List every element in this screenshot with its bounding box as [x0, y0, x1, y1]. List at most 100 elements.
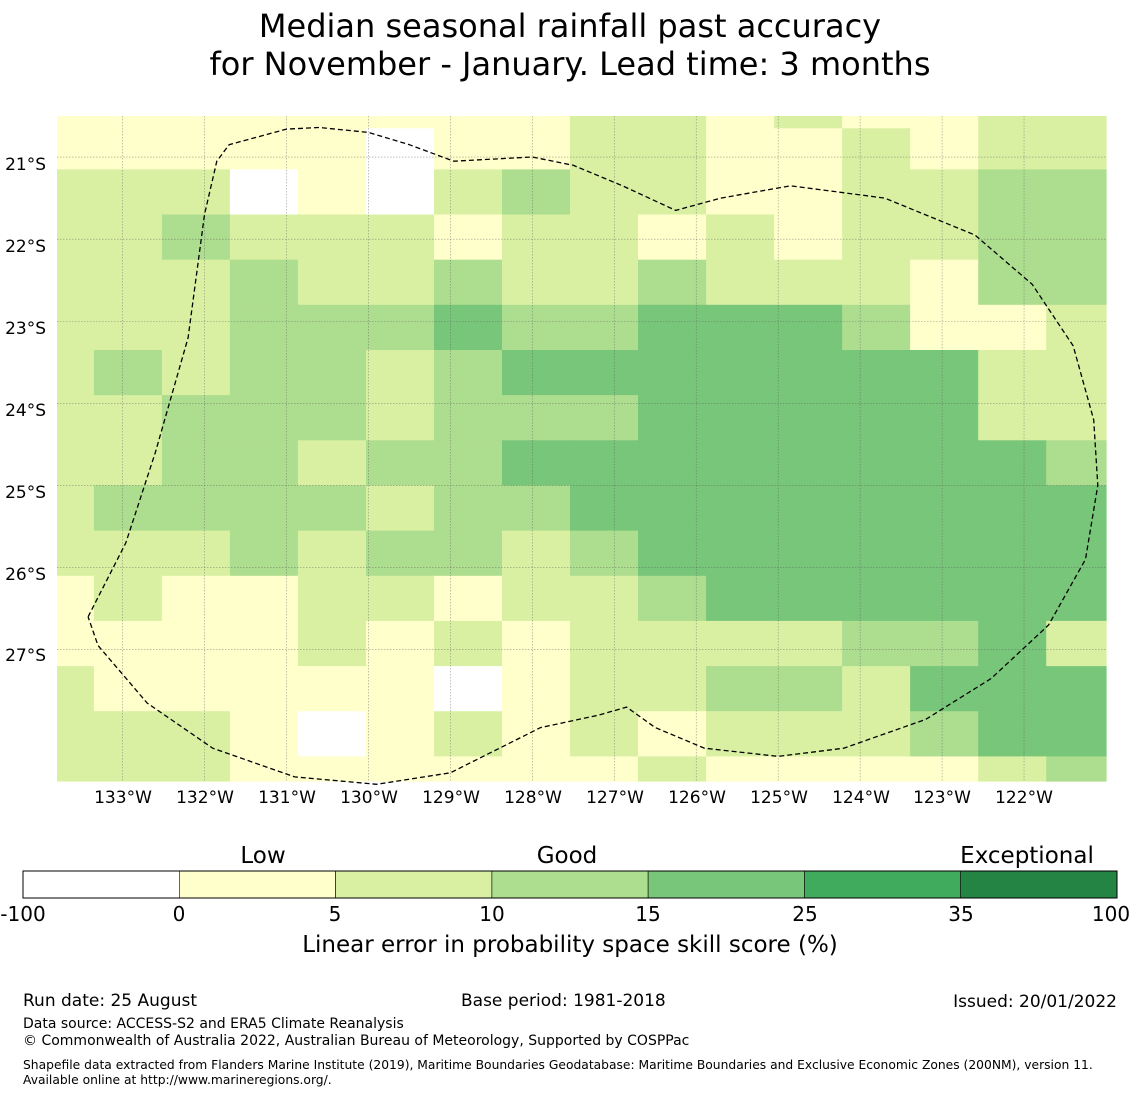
skill-cell: [1046, 128, 1107, 170]
skill-cell: [434, 530, 503, 577]
skill-cell: [161, 666, 231, 712]
skill-cell: [570, 259, 639, 306]
skill-cell: [57, 259, 95, 306]
skill-cell: [570, 440, 639, 487]
skill-cell: [638, 756, 707, 782]
skill-cell: [93, 350, 163, 396]
skill-cell: [366, 485, 435, 532]
skill-cell: [434, 116, 503, 129]
skill-cell: [57, 395, 95, 441]
skill-cell: [910, 128, 979, 170]
skill-cell: [161, 530, 231, 577]
skill-cell: [502, 259, 571, 306]
skill-cell: [57, 756, 95, 782]
base-period: Base period: 1981-2018: [461, 991, 666, 1011]
skill-cell: [570, 620, 639, 667]
graticule: [57, 116, 1106, 781]
colorbar-tick: 10: [479, 902, 505, 926]
skill-cell: [1046, 304, 1107, 351]
skill-cell: [910, 259, 979, 306]
skill-cell: [297, 169, 367, 216]
skill-cell: [366, 128, 435, 170]
skill-cell: [774, 259, 843, 306]
skill-cell: [978, 395, 1047, 441]
skill-cell: [366, 711, 435, 757]
skill-cell: [57, 304, 95, 351]
skill-cell: [774, 169, 843, 216]
map-title-line2: for November - January. Lead time: 3 mon…: [209, 45, 931, 83]
skill-cell: [638, 169, 707, 216]
skill-cell: [434, 169, 503, 216]
skill-cell: [229, 259, 299, 306]
lon-label: 122°W: [995, 788, 1053, 808]
lon-label: 124°W: [832, 788, 890, 808]
skill-cell: [297, 116, 367, 129]
colorbar-tick: 15: [635, 902, 661, 926]
skill-cell: [366, 756, 435, 782]
skill-cell: [978, 214, 1047, 261]
skill-cell: [57, 666, 95, 712]
skill-cell: [570, 169, 639, 216]
skill-cell: [229, 304, 299, 351]
skill-cell: [910, 756, 979, 782]
colorbar-outline: [22, 870, 1118, 899]
lon-label: 127°W: [586, 788, 644, 808]
skill-cell: [161, 128, 231, 170]
skill-cell: [434, 485, 503, 532]
skill-cell: [774, 395, 843, 441]
lon-label: 125°W: [750, 788, 808, 808]
skill-cell: [570, 350, 639, 396]
skill-cell: [93, 440, 163, 487]
skill-cell: [978, 666, 1047, 712]
skill-cell: [161, 485, 231, 532]
skill-cell: [161, 575, 231, 622]
lat-label: 23°S: [5, 319, 46, 339]
skill-cell: [910, 485, 979, 532]
skill-cell: [774, 214, 843, 261]
skill-cell: [842, 530, 911, 577]
skill-cell: [434, 304, 503, 351]
skill-cell: [229, 711, 299, 757]
skill-cell: [638, 214, 707, 261]
skill-cell: [366, 259, 435, 306]
skill-cell: [978, 485, 1047, 532]
skill-cell: [910, 116, 979, 129]
lon-label: 123°W: [913, 788, 971, 808]
skill-cell: [910, 214, 979, 261]
colorbar-segment: [491, 870, 649, 899]
colorbar-segment: [804, 870, 962, 899]
eez-boundary: [87, 126, 1099, 785]
skill-cell: [93, 530, 163, 577]
skill-grid: [57, 116, 1107, 782]
skill-cell: [706, 116, 775, 129]
skill-cell: [910, 530, 979, 577]
colorbar-tick: 5: [328, 902, 342, 926]
skill-cell: [229, 214, 299, 261]
map-title-line1: Median seasonal rainfall past accuracy: [258, 7, 882, 45]
skill-cell: [502, 214, 571, 261]
skill-cell: [297, 440, 367, 487]
skill-cell: [842, 485, 911, 532]
skill-cell: [502, 575, 571, 622]
skill-cell: [93, 304, 163, 351]
colorbar-label: Linear error in probability space skill …: [302, 932, 838, 958]
skill-cell: [910, 169, 979, 216]
skill-cell: [161, 214, 231, 261]
skill-cell: [706, 620, 775, 667]
skill-cell: [842, 395, 911, 441]
skill-cell: [570, 711, 639, 757]
skill-cell: [638, 259, 707, 306]
skill-cell: [434, 259, 503, 306]
skill-cell: [1046, 756, 1107, 782]
skill-cell: [706, 756, 775, 782]
skill-cell: [229, 666, 299, 712]
skill-cell: [570, 666, 639, 712]
skill-cell: [910, 304, 979, 351]
skill-cell: [570, 530, 639, 577]
skill-cell: [706, 304, 775, 351]
skill-cell: [842, 440, 911, 487]
skill-cell: [502, 440, 571, 487]
skill-cell: [434, 756, 503, 782]
shapefile-note: Shapefile data extracted from Flanders M…: [23, 1058, 1093, 1087]
